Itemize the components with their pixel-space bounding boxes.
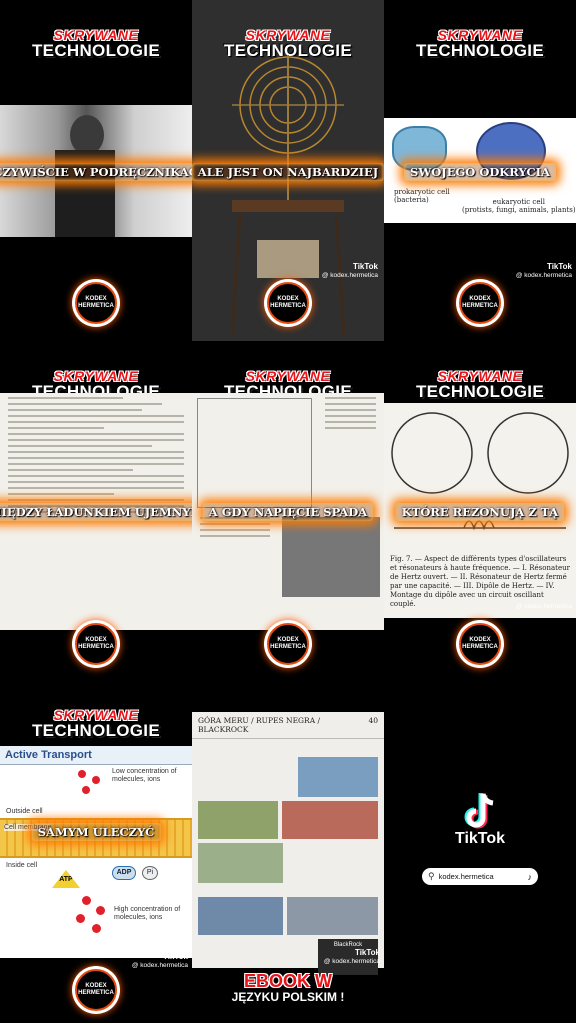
inside-cell-label: Inside cell	[6, 862, 38, 869]
pi-badge: Pi	[142, 866, 158, 880]
resonator-drawings	[391, 412, 569, 531]
tiktok-watermark: TikTok @ kodex.hermetica	[321, 262, 378, 279]
outside-cell-label: Outside cell	[6, 808, 43, 815]
username-text: kodex.hermetica	[438, 872, 494, 881]
prokaryotic-label: prokaryotic cell (bacteria)	[394, 188, 450, 205]
tile-header: SKRYWANE TECHNOLOGIE	[224, 27, 352, 60]
tile-caption: SWOJEGO ODKRYCIA	[404, 163, 556, 181]
blackrock-thumbnail-label: BlackRock	[333, 941, 363, 948]
figure-caption: Fig. 7. — Aspect de différents types d'o…	[390, 555, 570, 609]
username-search-pill[interactable]: ⚲ kodex.hermetica ♪	[422, 868, 538, 885]
kodex-hermetica-logo: KODEX HERMETICA	[267, 623, 309, 665]
atp-badge: ATP	[52, 870, 80, 888]
tiktok-logo-icon	[464, 793, 494, 829]
eukaryotic-label: eukaryotic cell (protists, fungi, animal…	[462, 198, 576, 215]
active-transport-diagram: Active Transport Low concentration of mo…	[0, 746, 192, 958]
cell-diagram: prokaryotic cell (bacteria) eukaryotic c…	[384, 118, 576, 223]
tile-caption: A GDY NAPIĘCIE SPADA	[202, 503, 374, 521]
kodex-hermetica-logo: KODEX HERMETICA	[75, 623, 117, 665]
cell-membrane-label: Cell membrane	[4, 824, 52, 831]
tile-caption: MIĘDZY ŁADUNKIEM UJEMNYM	[0, 503, 192, 521]
video-tile-5[interactable]: SKRYWANE TECHNOLOGIE A GDY NAPIĘCIE SPAD…	[192, 341, 384, 682]
tile-caption: KTÓRE REZONUJĄ Z TĄ	[395, 503, 565, 521]
kodex-hermetica-logo: KODEX HERMETICA	[267, 282, 309, 324]
oscillator-document	[192, 393, 384, 630]
ebook-banner: EBOOK W JĘZYKU POLSKIM !	[231, 971, 345, 1004]
ebook-page: GÓRA MERU / RUPES NEGRA / BLACKROCK 40	[192, 712, 384, 975]
kodex-hermetica-logo: KODEX HERMETICA	[75, 282, 117, 324]
diagram-title: Active Transport	[0, 746, 192, 765]
tiktok-end-card[interactable]: TikTok ⚲ kodex.hermetica ♪	[384, 682, 576, 1023]
page-number: 40	[368, 716, 378, 725]
video-tile-6[interactable]: SKRYWANE TECHNOLOGIE Fig. 7. — Aspect de…	[384, 341, 576, 682]
tiktok-watermark: TikTok @ kodex.hermetica	[131, 952, 188, 969]
kodex-hermetica-logo: KODEX HERMETICA	[75, 969, 117, 1011]
tile-header: SKRYWANE TECHNOLOGIE	[416, 27, 544, 60]
search-icon: ⚲	[428, 871, 435, 881]
tiktok-mini-icon: ♪	[527, 871, 533, 882]
high-concentration-label: High concentration of molecules, ions	[114, 906, 181, 922]
video-tile-3[interactable]: SKRYWANE TECHNOLOGIE prokaryotic cell (b…	[384, 0, 576, 341]
kodex-hermetica-logo: KODEX HERMETICA	[459, 282, 501, 324]
tile-caption: ALE JEST ON NAJBARDZIEJ	[192, 163, 384, 181]
tile-caption: OCZYWIŚCIE W PODRĘCZNIKACH	[0, 163, 192, 181]
tiktok-wordmark: TikTok	[454, 830, 506, 847]
tile-photo	[0, 105, 192, 237]
hertz-resonator-figure: Fig. 7. — Aspect de différents types d'o…	[384, 403, 576, 618]
tile-header: SKRYWANE TECHNOLOGIE	[32, 707, 160, 740]
tiktok-watermark: @ kodex.hermetica	[515, 603, 572, 610]
tile-caption: SAMYM ULECZYĆ	[31, 823, 161, 841]
tile-header: SKRYWANE TECHNOLOGIE	[32, 27, 160, 60]
tiktok-watermark: TikTok @ kodex.hermetica	[515, 262, 572, 279]
video-tile-4[interactable]: SKRYWANE TECHNOLOGIE MIĘDZY ŁADUNKIEM UJ…	[0, 341, 192, 682]
adp-badge: ADP	[112, 866, 136, 880]
tile-header: SKRYWANE TECHNOLOGIE	[416, 368, 544, 401]
tesla-coil-illustration	[230, 55, 346, 336]
video-tile-8[interactable]: GÓRA MERU / RUPES NEGRA / BLACKROCK 40	[192, 682, 384, 1023]
video-tile-1[interactable]: SKRYWANE TECHNOLOGIE OCZYWIŚCIE W PODRĘC…	[0, 0, 192, 341]
kodex-hermetica-logo: KODEX HERMETICA	[459, 623, 501, 665]
page-title: GÓRA MERU / RUPES NEGRA / BLACKROCK	[198, 716, 321, 734]
video-tile-2[interactable]: SKRYWANE TECHNOLOGIE ALE JEST ON NAJBARD…	[192, 0, 384, 341]
patent-document	[0, 393, 192, 630]
tiktok-watermark: TikTok @ kodex.hermetica	[323, 948, 380, 965]
low-concentration-label: Low concentration of molecules, ions	[112, 768, 177, 784]
video-tile-7[interactable]: SKRYWANE TECHNOLOGIE Active Transport Lo…	[0, 682, 192, 1023]
